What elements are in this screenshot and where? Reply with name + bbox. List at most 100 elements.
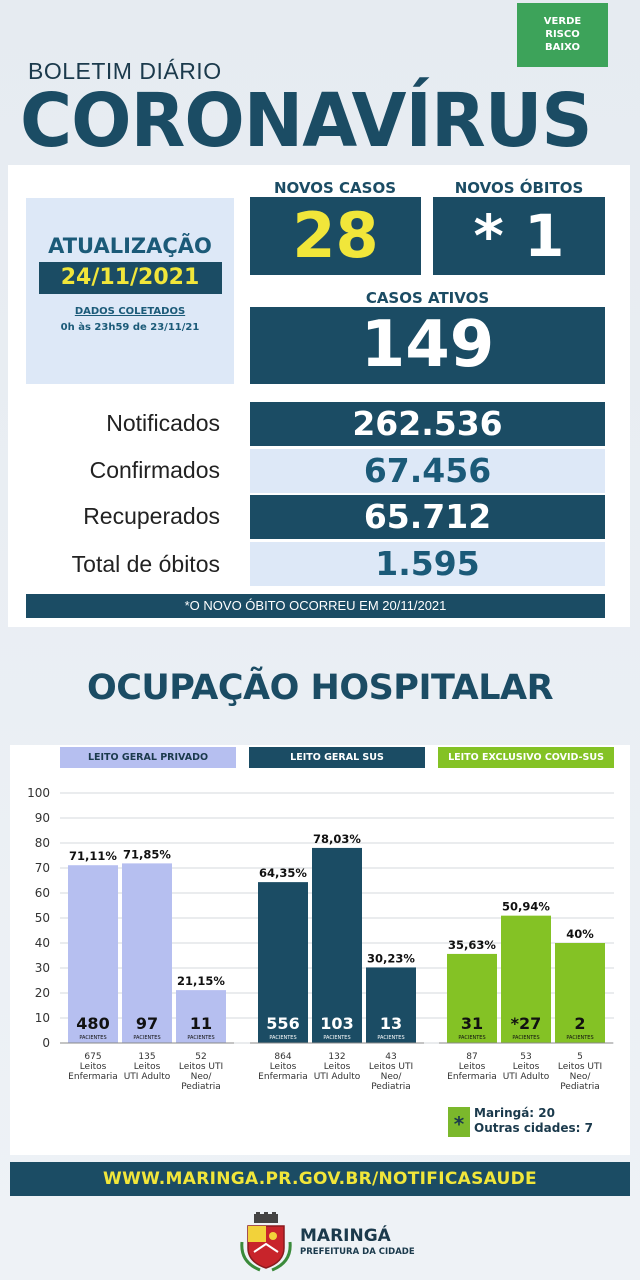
bulletin-subtitle: BOLETIM DIÁRIO [28,58,222,84]
y-tick-label: 10 [35,1011,50,1025]
patients-word: PACIENTES [458,1035,485,1041]
death-footnote: *O NOVO ÓBITO OCORREU EM 20/11/2021 [26,594,605,618]
percent-label: 50,94% [502,900,550,914]
risk-line: VERDE [543,16,582,27]
percent-label: 64,35% [259,866,307,880]
stat-label-confirmed: Confirmados [89,457,220,483]
bed-type-caption: Leitos [80,1062,107,1072]
city-coat-of-arms-icon [240,1212,292,1272]
bed-type-caption: Leitos [459,1062,486,1072]
patients-count: 480 [76,1014,109,1033]
patients-count: 103 [320,1014,353,1033]
y-tick-label: 100 [27,786,50,800]
percent-label: 21,15% [177,974,225,988]
legend-maringa: Maringá: 20 [474,1106,555,1120]
occupancy-bar [258,882,308,1043]
percent-label: 30,23% [367,951,415,965]
beds-total: 5 [577,1052,583,1062]
bed-type-caption: Enfermaria [447,1072,497,1082]
city-name: MARINGÁ [300,1226,391,1246]
bed-type-caption: Leitos [270,1062,297,1072]
new-deaths-label: NOVOS ÓBITOS [454,179,584,197]
bed-type-caption: Pediatria [181,1082,221,1092]
update-date: 24/11/2021 [38,262,222,294]
occupancy-bar-chart: 0 10 20 30 40 50 60 70 80 90 100 71,11% 480 PACIENTES… [27,786,614,1092]
patients-word: PACIENTES [512,1035,539,1041]
bed-type-caption: Enfermaria [258,1072,308,1082]
occupancy-bar [447,953,497,1043]
stat-value-confirmed: 67.456 [250,449,605,493]
y-tick-label: 80 [35,836,50,850]
beds-total: 87 [466,1052,477,1062]
bed-type-caption: Pediatria [560,1082,600,1092]
beds-total: 53 [520,1052,531,1062]
bed-type-caption: UTI Adulto [124,1072,171,1082]
occupancy-bar [555,943,605,1043]
bulletin-title: CORONAVÍRUS [20,78,593,164]
bed-type-caption: Leitos UTI [558,1062,602,1072]
stat-label-deaths: Total de óbitos [71,551,220,577]
patients-count: 31 [461,1014,483,1033]
y-tick-label: 30 [35,961,50,975]
bed-type-caption: Leitos UTI [369,1062,413,1072]
patients-count: 13 [380,1014,402,1033]
bed-type-caption: Leitos [324,1062,351,1072]
percent-label: 35,63% [448,938,496,952]
legend-other-cities: Outras cidades: 7 [474,1121,593,1135]
beds-total: 52 [195,1052,206,1062]
bed-type-caption: Leitos [134,1062,161,1072]
bed-type-caption: Neo/ [570,1072,592,1082]
bed-type-caption: Leitos [513,1062,540,1072]
new-deaths-value: * 1 [433,197,605,275]
bed-type-caption: Leitos UTI [179,1062,223,1072]
risk-level-badge: VERDE RISCO BAIXO [517,3,608,67]
bed-type-caption: Enfermaria [68,1072,118,1082]
update-label: ATUALIZAÇÃO [48,234,212,258]
patients-word: PACIENTES [269,1035,296,1041]
notification-url[interactable]: WWW.MARINGA.PR.GOV.BR/NOTIFICASAUDE [10,1162,630,1196]
beds-total: 864 [274,1052,291,1062]
patients-count: 2 [574,1014,585,1033]
occupancy-bar [122,863,172,1043]
stat-label-recovered: Recuperados [83,503,220,529]
beds-total: 675 [84,1052,101,1062]
patients-word: PACIENTES [377,1035,404,1041]
percent-label: 78,03% [313,832,361,846]
group-header-covid: LEITO EXCLUSIVO COVID-SUS [438,747,614,768]
patients-count: 556 [266,1014,299,1033]
collection-note: DADOS COLETADOS 0h às 23h59 de 23/11/21 [26,304,234,336]
y-tick-label: 0 [42,1036,50,1050]
new-cases-value: 28 [250,197,421,275]
update-box: ATUALIZAÇÃO 24/11/2021 DADOS COLETADOS 0… [26,198,234,384]
active-cases-value: 149 [250,307,605,384]
bed-type-caption: Pediatria [371,1082,411,1092]
occupancy-bar [68,865,118,1043]
new-cases-label: NOVOS CASOS [274,179,396,197]
collected-range: 0h às 23h59 de 23/11/21 [60,322,200,333]
y-tick-label: 50 [35,911,50,925]
beds-total: 132 [328,1052,345,1062]
bed-type-caption: Neo/ [191,1072,213,1082]
collected-label: DADOS COLETADOS [74,306,186,317]
occupancy-bar [176,990,226,1043]
stat-value-recovered: 65.712 [250,495,605,539]
patients-word: PACIENTES [323,1035,350,1041]
patients-count: 11 [190,1014,212,1033]
bed-type-caption: Neo/ [381,1072,403,1082]
occupancy-title: OCUPAÇÃO HOSPITALAR [86,668,554,708]
patients-word: PACIENTES [79,1035,106,1041]
risk-line: BAIXO [545,42,580,53]
occupancy-bar [366,967,416,1043]
y-tick-label: 40 [35,936,50,950]
bed-type-caption: UTI Adulto [503,1072,550,1082]
legend-text: Maringá: 20 Outras cidades: 7 [474,1106,593,1136]
occupancy-bar [501,915,551,1043]
bed-type-caption: UTI Adulto [314,1072,361,1082]
patients-word: PACIENTES [566,1035,593,1041]
asterisk-legend-marker: * [448,1107,470,1137]
group-header-sus: LEITO GERAL SUS [249,747,425,768]
stat-value-notified: 262.536 [250,402,605,446]
patients-word: PACIENTES [187,1035,214,1041]
y-tick-label: 90 [35,811,50,825]
beds-total: 135 [138,1052,155,1062]
